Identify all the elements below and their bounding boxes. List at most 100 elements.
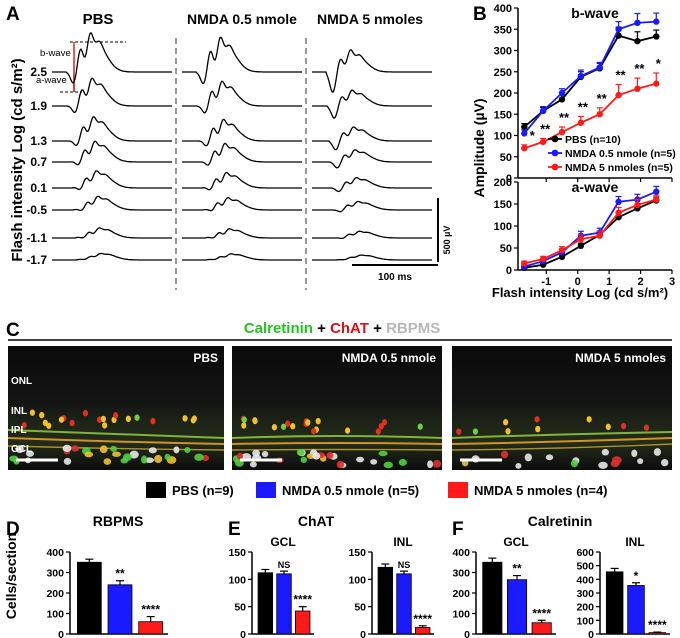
y-tick-label: 0: [506, 265, 512, 277]
gcl-cell: [99, 445, 108, 454]
micrograph: PBS: [7, 346, 225, 470]
column-title-nmda-high: NMDA 5 nmoles: [317, 11, 423, 27]
data-point: [634, 85, 641, 92]
data-point: [596, 232, 603, 239]
data-point: [577, 72, 585, 80]
y-tick-label: 200: [494, 88, 512, 100]
inl-cell: [502, 419, 509, 426]
column-title-pbs: PBS: [83, 11, 114, 28]
panel-d-letter: D: [6, 519, 20, 540]
layer-labels: ONL INL IPL GCL: [11, 376, 32, 455]
gcl-cell: [110, 445, 118, 452]
gcl-cell: [173, 446, 180, 454]
data-point: [558, 253, 566, 260]
significance-marker: **: [634, 61, 645, 76]
erg-trace: [182, 253, 302, 261]
y-tick-label: 100: [46, 609, 64, 621]
significance-marker: ****: [141, 603, 160, 617]
gcl-cell: [112, 451, 121, 457]
gcl-cell: [378, 450, 388, 457]
y-tick-label: 0: [464, 629, 470, 638]
bar-chart-subtitle: GCL: [270, 535, 295, 549]
erg-trace: [312, 89, 432, 120]
chart-title: a-wave: [572, 179, 619, 195]
inl-cell: [305, 419, 311, 426]
panel-b-letter: B: [473, 4, 487, 25]
inl-cell: [315, 417, 321, 425]
ipl-band: [231, 448, 443, 451]
legend-label: NMDA 5 nmoles (n=5): [565, 162, 673, 174]
y-tick-label: 150: [494, 109, 512, 121]
series-line: [524, 198, 657, 265]
inl-cell: [58, 416, 65, 423]
data-point: [539, 255, 547, 263]
gcl-cell: [383, 461, 394, 469]
y-tick-label: 100: [494, 221, 512, 233]
data-point: [577, 242, 585, 249]
gcl-cell: [26, 450, 34, 457]
y-tick-label: 400: [576, 574, 594, 586]
inl-cell: [280, 423, 287, 430]
gcl-cell: [524, 453, 532, 462]
stain-title-part: Calretinin: [244, 320, 313, 337]
gcl-cell: [598, 461, 608, 469]
y-tick-label: 400: [494, 3, 512, 15]
inl-cell: [42, 419, 48, 427]
y-tick-label: 100: [452, 609, 470, 621]
panel-e-letter: E: [228, 519, 241, 540]
panel-a-letter: A: [6, 4, 20, 25]
data-point: [653, 33, 660, 40]
inl-cell: [191, 415, 197, 422]
data-point: [521, 130, 528, 137]
gcl-cell: [15, 445, 24, 453]
inl-cell: [456, 428, 462, 435]
y-tick-label: 50: [234, 602, 246, 614]
gcl-cell: [500, 450, 509, 459]
intensity-label: 2.5: [30, 65, 47, 79]
legend-label: NMDA 0.5 nmole (n=5): [565, 148, 676, 160]
layer-label: ONL: [11, 376, 32, 387]
significance-marker: **: [578, 99, 589, 114]
data-point: [615, 209, 622, 216]
erg-trace: [182, 196, 302, 212]
data-point: [615, 91, 622, 99]
y-tick-label: 50: [500, 243, 512, 255]
intensity-label: 1.3: [30, 134, 47, 148]
inl-cell: [505, 428, 511, 435]
ipl-band: [7, 437, 225, 445]
voltage-scale-label: 500 µV: [442, 226, 452, 255]
gcl-cell: [140, 455, 148, 464]
bar: [605, 571, 624, 635]
stain-title-part: RBPMS: [386, 320, 440, 337]
x-tick-label: 3: [669, 276, 675, 288]
gcl-cell: [71, 445, 80, 452]
erg-trace: [182, 118, 302, 147]
gcl-cell: [129, 450, 139, 459]
panel-b-xlabel: Flash intensity Log (cd s/m²): [492, 285, 668, 300]
chart-title: b-wave: [571, 5, 619, 21]
inl-cell: [534, 416, 540, 423]
inl-cell: [252, 417, 258, 425]
legend-marker: [551, 135, 559, 143]
significance-marker: ****: [413, 612, 432, 626]
erg-trace: [312, 254, 432, 261]
gcl-cell: [427, 460, 434, 469]
inl-cell: [643, 424, 650, 431]
gcl-cell: [148, 447, 157, 454]
data-point: [596, 111, 603, 118]
bar-chart-subtitle: GCL: [503, 535, 528, 549]
inl-cell: [96, 416, 103, 423]
panel-b: B Amplitude (µV) Flash intensity Log (cd…: [471, 3, 676, 300]
significance-marker: *: [656, 56, 662, 71]
erg-trace: [182, 36, 302, 85]
inl-cell: [381, 419, 388, 426]
panel-b-ylabel: Amplitude (µV): [471, 98, 487, 197]
bar-chart-title: Calretinin: [528, 513, 593, 529]
significance-marker: *: [530, 128, 536, 143]
bar: [627, 585, 645, 635]
gcl-cell: [201, 454, 210, 462]
inl-cell: [82, 409, 89, 417]
legend-label: PBS (n=10): [565, 134, 621, 146]
x-tick-label: 1: [606, 276, 612, 288]
